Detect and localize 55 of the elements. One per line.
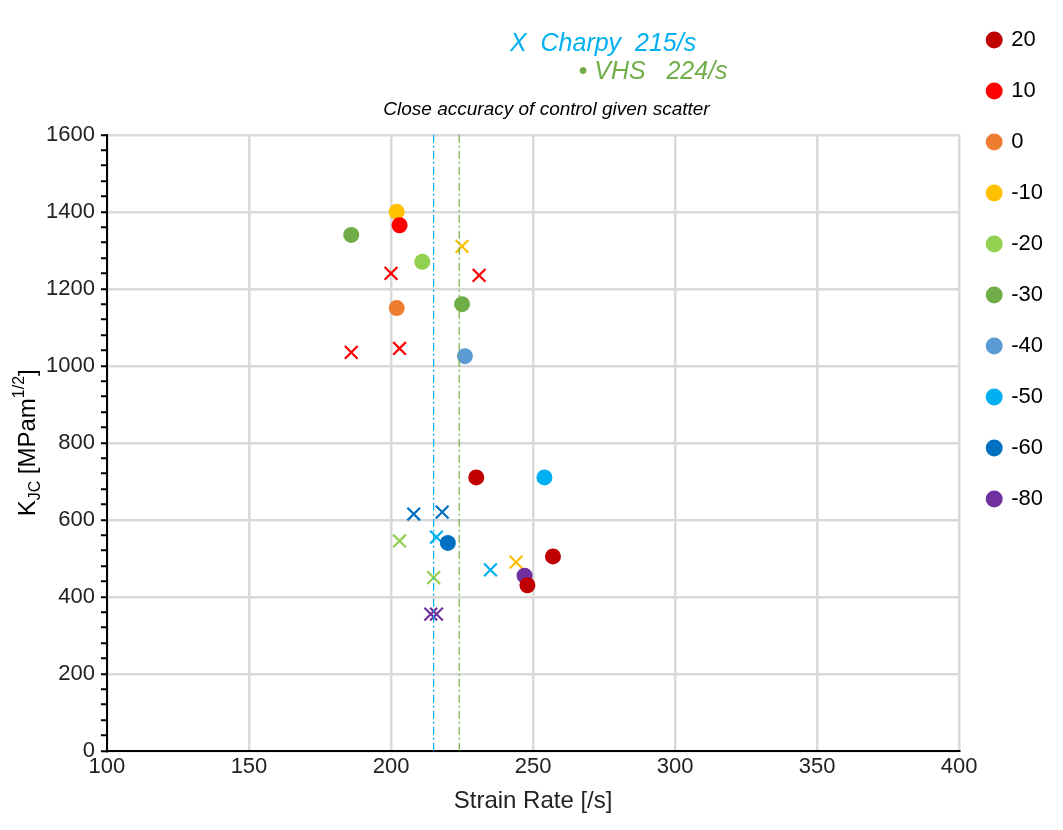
y-tick-label: 600 [58, 505, 95, 531]
x-tick-label: 250 [514, 753, 552, 779]
point [471, 267, 487, 283]
point [423, 606, 439, 622]
point [456, 348, 473, 365]
x-tick-label: 200 [372, 753, 410, 779]
chart-title: Close accuracy of control given scatter [383, 97, 711, 119]
point [508, 554, 524, 570]
point [429, 529, 444, 545]
y-tick-label: 1200 [45, 274, 95, 300]
y-tick-label: 800 [58, 428, 95, 454]
point [343, 344, 359, 360]
legend-label: -60 [1011, 434, 1043, 460]
legend-label: -50 [1011, 383, 1043, 409]
point [519, 577, 536, 594]
legend-label: -40 [1011, 332, 1043, 358]
ref-line-label: • VHS 224/s [578, 55, 728, 84]
legend-label: 10 [1011, 77, 1036, 103]
x-tick-label: 150 [230, 753, 268, 779]
point [544, 548, 561, 565]
point [392, 341, 408, 356]
legend-label: 0 [1011, 128, 1024, 154]
point [426, 570, 442, 586]
x-tick-label: 400 [940, 753, 978, 779]
point [383, 265, 399, 281]
legend-label: -10 [1011, 179, 1043, 205]
point [392, 533, 408, 549]
point [391, 217, 408, 234]
point [388, 300, 405, 317]
legend-label: -80 [1011, 485, 1043, 511]
y-tick-label: 200 [58, 659, 95, 685]
point [343, 226, 360, 243]
y-axis-title: KJC [MPam1/2] [10, 369, 43, 517]
y-tick-label: 1000 [45, 351, 95, 377]
legend-label: -20 [1011, 230, 1043, 256]
legend-label: 20 [1011, 26, 1036, 52]
y-tick-label: 1600 [45, 120, 95, 146]
y-tick-label: 400 [58, 582, 95, 608]
ref-line-label: X Charpy 215/s [508, 27, 697, 56]
point [536, 469, 553, 486]
point [388, 203, 405, 220]
y-tick-label: 1400 [45, 197, 95, 223]
x-tick-label: 300 [656, 753, 694, 779]
x-axis-title: Strain Rate [/s] [453, 786, 613, 814]
point [439, 534, 456, 551]
point [434, 504, 450, 520]
legend-label: -30 [1011, 281, 1043, 307]
x-tick-label: 350 [798, 753, 836, 779]
point [454, 238, 470, 254]
point [483, 562, 498, 578]
point [414, 253, 431, 270]
point [406, 506, 422, 522]
point [454, 296, 471, 313]
point [468, 469, 485, 486]
point [429, 606, 444, 622]
